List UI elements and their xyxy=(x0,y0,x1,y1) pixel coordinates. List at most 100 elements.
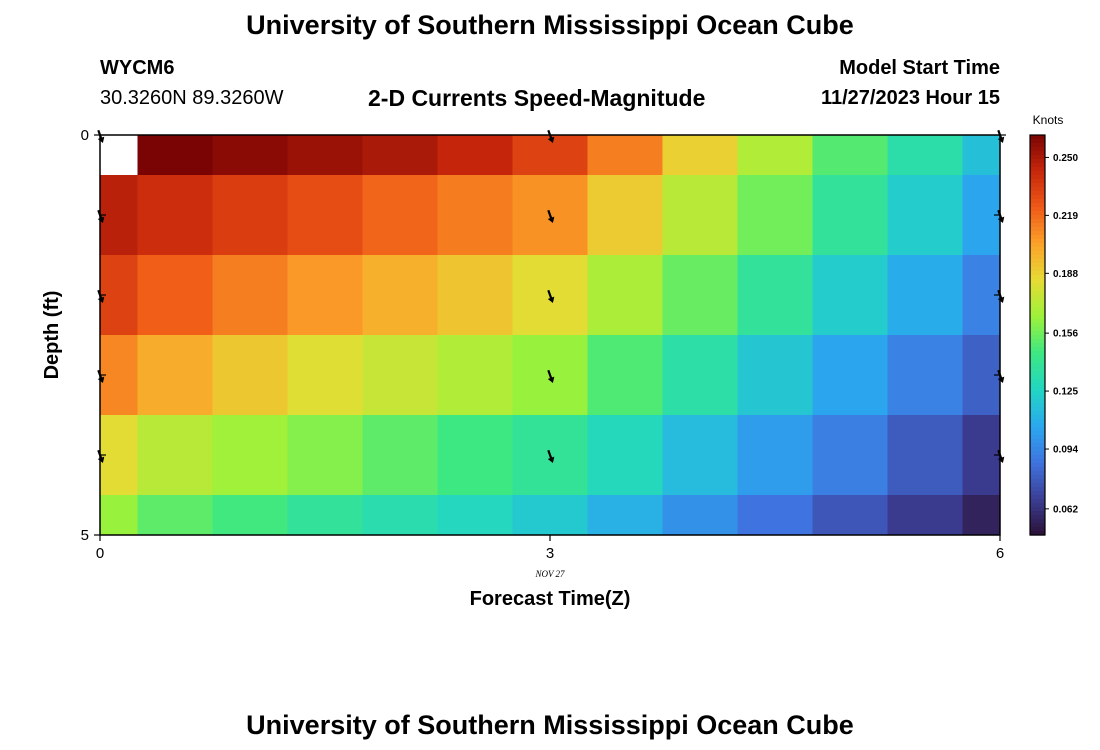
colorbar-segment xyxy=(1030,347,1045,352)
heatmap-cell xyxy=(962,495,1001,536)
colorbar-segment xyxy=(1030,167,1045,172)
colorbar-segment xyxy=(1030,251,1045,256)
colorbar-segment xyxy=(1030,259,1045,264)
colorbar-tick-label: 0.250 xyxy=(1053,153,1078,164)
current-vector-arrow xyxy=(547,209,555,223)
colorbar-segment xyxy=(1030,515,1045,520)
heatmap-cell xyxy=(437,255,513,336)
heatmap-cell xyxy=(887,495,963,536)
heatmap-cell xyxy=(137,335,213,416)
model-start-label: Model Start Time xyxy=(839,57,1000,79)
colorbar-segment xyxy=(1030,303,1045,308)
colorbar-segment xyxy=(1030,495,1045,500)
heatmap-cell xyxy=(100,495,138,536)
colorbar-segment xyxy=(1030,183,1045,188)
current-vector-arrow xyxy=(547,449,555,463)
colorbar-segment xyxy=(1030,363,1045,368)
colorbar-tick-label: 0.156 xyxy=(1053,329,1078,340)
date-label: NOV 27 xyxy=(534,569,565,579)
heatmap-cell xyxy=(962,135,1001,176)
current-vector-arrow xyxy=(547,289,555,303)
colorbar-segment xyxy=(1030,355,1045,360)
heatmap-cell xyxy=(587,415,663,496)
heatmap-cell xyxy=(587,335,663,416)
x-tick-label: 3 xyxy=(546,545,554,562)
heatmap-cell xyxy=(100,415,138,496)
heatmap-cell xyxy=(812,495,888,536)
colorbar-segment xyxy=(1030,179,1045,184)
colorbar-segment xyxy=(1030,211,1045,216)
colorbar-segment xyxy=(1030,235,1045,240)
colorbar-segment xyxy=(1030,279,1045,284)
station-id: WYCM6 xyxy=(100,57,175,79)
colorbar-segment xyxy=(1030,187,1045,192)
colorbar-tick-label: 0.062 xyxy=(1053,504,1078,515)
heatmap-cell xyxy=(437,495,513,536)
heatmap-cell xyxy=(587,135,663,176)
colorbar-segment xyxy=(1030,339,1045,344)
colorbar-segment xyxy=(1030,271,1045,276)
colorbar-segment xyxy=(1030,383,1045,388)
colorbar-segment xyxy=(1030,247,1045,252)
heatmap-cell xyxy=(137,255,213,336)
colorbar-label: Knots xyxy=(1033,113,1064,127)
colorbar-segment xyxy=(1030,431,1045,436)
colorbar-segment xyxy=(1030,143,1045,148)
colorbar-segment xyxy=(1030,299,1045,304)
colorbar-segment xyxy=(1030,375,1045,380)
heatmap-cell xyxy=(362,495,438,536)
colorbar-segment xyxy=(1030,295,1045,300)
heatmap-cell xyxy=(212,495,288,536)
colorbar-segment xyxy=(1030,147,1045,152)
heatmap-cell xyxy=(137,415,213,496)
heatmap-cell xyxy=(362,335,438,416)
colorbar-segment xyxy=(1030,403,1045,408)
colorbar-segment xyxy=(1030,219,1045,224)
heatmap-cell xyxy=(812,255,888,336)
colorbar-segment xyxy=(1030,527,1045,532)
colorbar-segment xyxy=(1030,287,1045,292)
heatmap-cell xyxy=(100,135,138,176)
colorbar-segment xyxy=(1030,507,1045,512)
heatmap-cell xyxy=(287,175,363,256)
colorbar-segment xyxy=(1030,215,1045,220)
colorbar-tick-label: 0.094 xyxy=(1053,445,1078,456)
colorbar-segment xyxy=(1030,331,1045,336)
colorbar-segment xyxy=(1030,323,1045,328)
colorbar-segment xyxy=(1030,395,1045,400)
heatmap-cell xyxy=(812,335,888,416)
colorbar-segment xyxy=(1030,511,1045,516)
colorbar-segment xyxy=(1030,191,1045,196)
colorbar-segment xyxy=(1030,435,1045,440)
colorbar-segment xyxy=(1030,427,1045,432)
colorbar-segment xyxy=(1030,171,1045,176)
colorbar-segment xyxy=(1030,423,1045,428)
y-tick-label: 0 xyxy=(81,127,89,144)
x-axis-label: Forecast Time(Z) xyxy=(470,588,631,610)
heatmap-cell xyxy=(212,255,288,336)
colorbar-segment xyxy=(1030,239,1045,244)
colorbar-segment xyxy=(1030,451,1045,456)
heatmap-cell xyxy=(137,495,213,536)
colorbar-segment xyxy=(1030,447,1045,452)
colorbar: 0.250 0.219 0.188 0.156 0.125 0.094 0.062 xyxy=(1029,134,1078,536)
colorbar-segment xyxy=(1030,163,1045,168)
heatmap-cell xyxy=(287,135,363,176)
colorbar-segment xyxy=(1030,231,1045,236)
colorbar-segment xyxy=(1030,343,1045,348)
colorbar-segment xyxy=(1030,203,1045,208)
colorbar-segment xyxy=(1030,475,1045,480)
heatmap-cell xyxy=(100,335,138,416)
heatmap-cell xyxy=(662,495,738,536)
heatmap-cell xyxy=(812,415,888,496)
colorbar-segment xyxy=(1030,335,1045,340)
colorbar-segment xyxy=(1030,503,1045,508)
colorbar-segment xyxy=(1030,151,1045,156)
colorbar-segment xyxy=(1030,491,1045,496)
colorbar-segment xyxy=(1030,207,1045,212)
heatmap-cell xyxy=(812,135,888,176)
colorbar-segment xyxy=(1030,159,1045,164)
colorbar-segment xyxy=(1030,391,1045,396)
colorbar-segment xyxy=(1030,227,1045,232)
